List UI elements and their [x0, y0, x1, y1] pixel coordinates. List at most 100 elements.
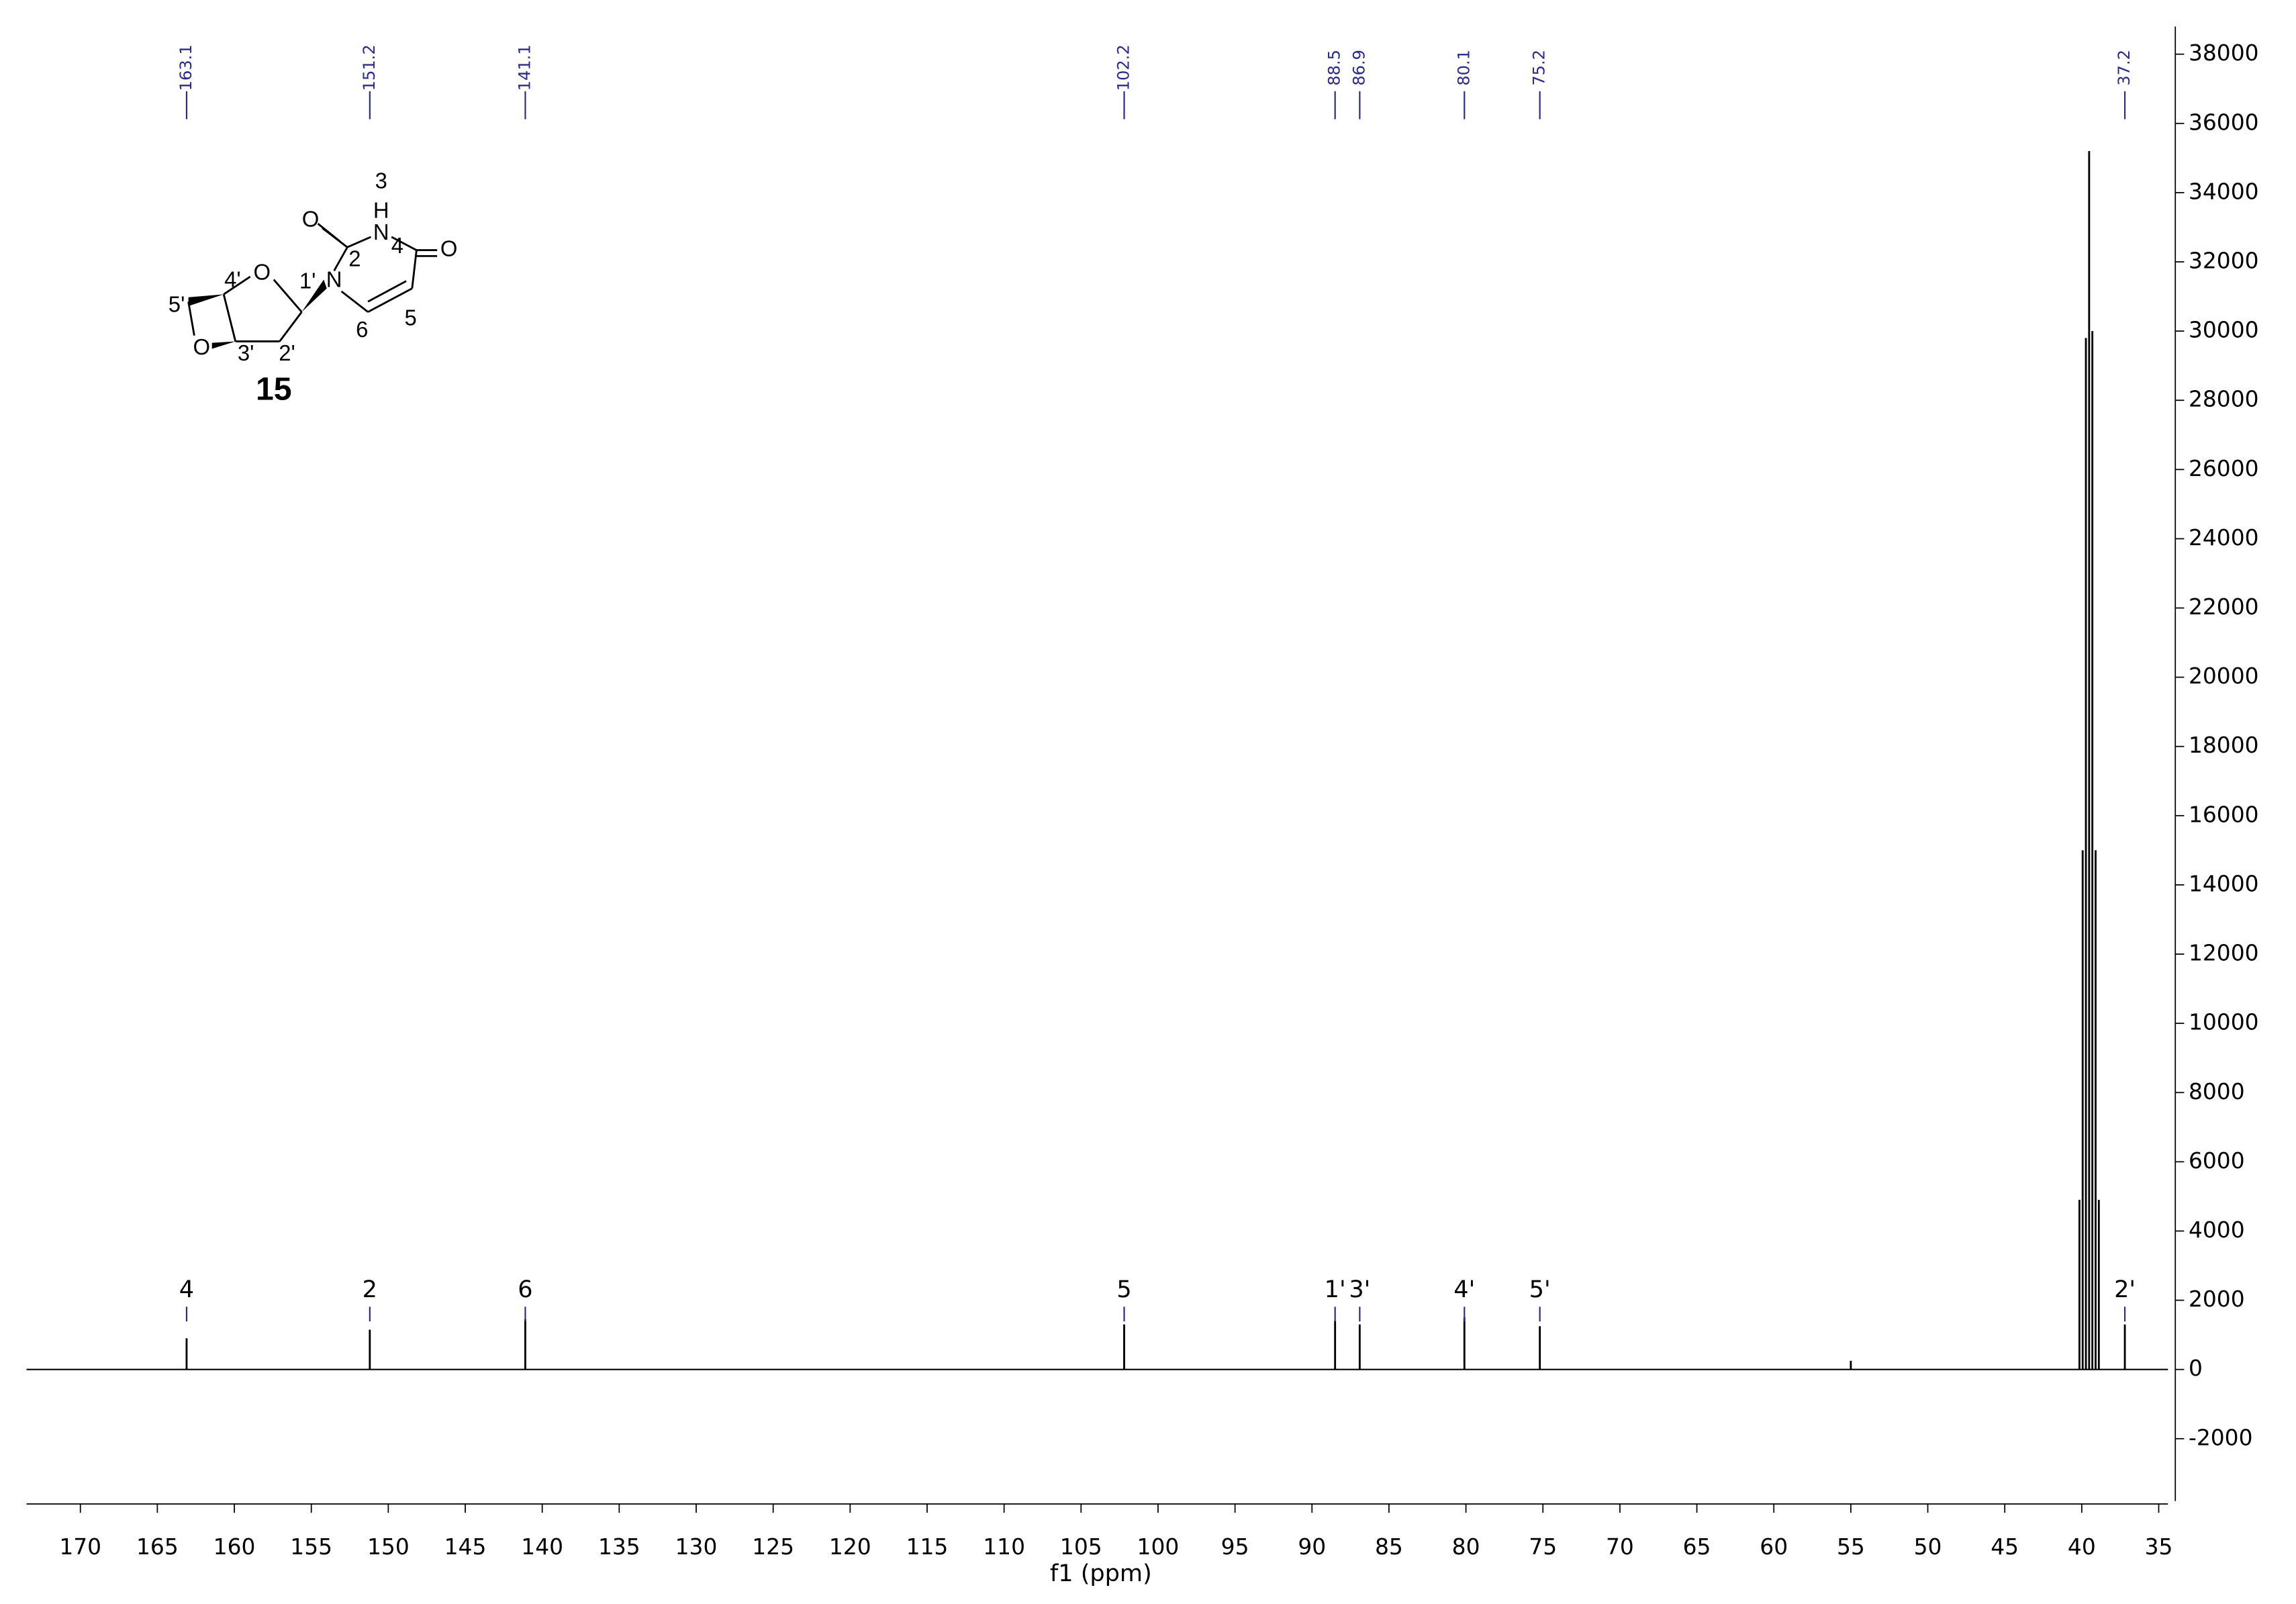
y-tick-label: 6000: [2189, 1147, 2245, 1174]
bond: [279, 311, 303, 342]
x-tick-label: 140: [521, 1534, 563, 1560]
atom-label: 2': [279, 340, 295, 365]
x-tick-label: 135: [598, 1534, 640, 1560]
bond: [187, 301, 195, 336]
x-tick-label: 45: [1991, 1534, 2019, 1560]
x-tick-label: 170: [59, 1534, 101, 1560]
y-tick-label: 0: [2189, 1355, 2203, 1381]
x-tick-label: 95: [1221, 1534, 1249, 1560]
y-tick-label: -2000: [2189, 1424, 2253, 1450]
x-tick-label: 75: [1529, 1534, 1557, 1560]
y-tick-label: 34000: [2189, 178, 2259, 204]
peak-ppm-label: 75.2: [1530, 50, 1549, 86]
y-tick-label: 30000: [2189, 317, 2259, 343]
y-tick-label: 22000: [2189, 594, 2259, 620]
atom-label: 3': [238, 340, 254, 365]
bond: [317, 223, 341, 242]
atom-label: N: [326, 267, 342, 291]
peak-ppm-label: 88.5: [1325, 50, 1344, 86]
x-tick-label: 125: [752, 1534, 794, 1560]
peak-ppm-label: 141.1: [515, 44, 534, 91]
x-tick-label: 100: [1137, 1534, 1180, 1560]
y-tick-label: 4000: [2189, 1217, 2245, 1243]
peak-assignment: 5: [1116, 1276, 1131, 1303]
bond: [411, 250, 418, 289]
x-tick-label: 50: [1914, 1534, 1942, 1560]
structure: 3 H N O 2 4 O N 5 6 1' O 4' 5' O 3' 2' 1…: [169, 168, 458, 407]
atom-label: H: [373, 197, 389, 222]
atom-label: O: [253, 259, 271, 284]
x-axis-label: f1 (ppm): [1050, 1560, 1152, 1587]
bond: [333, 246, 348, 271]
atom-label: O: [440, 236, 458, 261]
bond: [273, 279, 303, 313]
peak-ppm-label: 86.9: [1349, 50, 1368, 86]
atom-label: 3: [375, 168, 387, 193]
wedge: [188, 294, 224, 306]
y-tick-label: 18000: [2189, 732, 2259, 758]
y-tick-label: 38000: [2189, 40, 2259, 66]
bond: [223, 275, 251, 295]
y-tick-label: 8000: [2189, 1078, 2245, 1104]
peak-assignment: 2: [363, 1276, 377, 1303]
x-tick-label: 165: [136, 1534, 179, 1560]
x-tick-label: 35: [2145, 1534, 2173, 1560]
peak-ppm-label: 37.2: [2115, 50, 2134, 86]
y-tick-label: 12000: [2189, 940, 2259, 966]
atom-label: 1': [299, 269, 316, 293]
x-tick-label: 65: [1683, 1534, 1711, 1560]
x-tick-label: 155: [290, 1534, 332, 1560]
peak-ppm-label: 151.2: [360, 44, 379, 91]
bond: [346, 236, 372, 248]
compound-number: 15: [256, 371, 292, 408]
x-tick-label: 60: [1760, 1534, 1788, 1560]
peak-assignment: 5': [1529, 1276, 1551, 1303]
atom-label: O: [302, 206, 320, 231]
wedge: [211, 341, 236, 349]
peak-ppm-label: 163.1: [177, 44, 195, 91]
x-tick-label: 80: [1452, 1534, 1480, 1560]
peak-assignment: 6: [518, 1276, 532, 1303]
bond: [367, 280, 407, 303]
atom-label: 4: [391, 233, 403, 258]
x-tick-label: 105: [1060, 1534, 1102, 1560]
peak-ppm-label: 102.2: [1114, 44, 1133, 91]
x-tick-label: 110: [983, 1534, 1025, 1560]
y-tick-label: 20000: [2189, 663, 2259, 689]
x-tick-label: 130: [675, 1534, 718, 1560]
atom-label: O: [193, 334, 211, 359]
x-tick-label: 85: [1375, 1534, 1403, 1560]
bond: [340, 290, 369, 313]
atom-label: 2: [348, 246, 361, 271]
y-tick-label: 16000: [2189, 801, 2259, 827]
y-tick-label: 2000: [2189, 1286, 2245, 1312]
bond: [367, 287, 413, 313]
peak-ppm-label: 80.1: [1454, 50, 1473, 86]
peak-assignment: 1': [1325, 1276, 1346, 1303]
x-tick-label: 145: [444, 1534, 487, 1560]
y-tick-label: 10000: [2189, 1009, 2259, 1035]
bond: [222, 294, 237, 342]
atom-label: 4': [224, 267, 241, 291]
peak-assignment: 3': [1349, 1276, 1370, 1303]
atom-label: 6: [356, 317, 368, 342]
peak-assignment: 4: [179, 1276, 194, 1303]
y-tick-label: 24000: [2189, 524, 2259, 551]
x-tick-label: 150: [367, 1534, 410, 1560]
x-tick-label: 90: [1298, 1534, 1326, 1560]
y-tick-label: 32000: [2189, 248, 2259, 274]
bond: [391, 236, 418, 251]
y-tick-label: 28000: [2189, 386, 2259, 412]
x-tick-label: 160: [213, 1534, 256, 1560]
y-tick-label: 14000: [2189, 870, 2259, 896]
peak-assignment: 4': [1453, 1276, 1475, 1303]
atom-label: 5: [405, 305, 417, 330]
x-tick-label: 70: [1606, 1534, 1634, 1560]
x-tick-label: 115: [906, 1534, 949, 1560]
atom-label: 5': [169, 292, 185, 317]
atom-label: N: [373, 220, 389, 244]
peak-assignment: 2': [2114, 1276, 2136, 1303]
y-tick-label: 36000: [2189, 109, 2259, 135]
